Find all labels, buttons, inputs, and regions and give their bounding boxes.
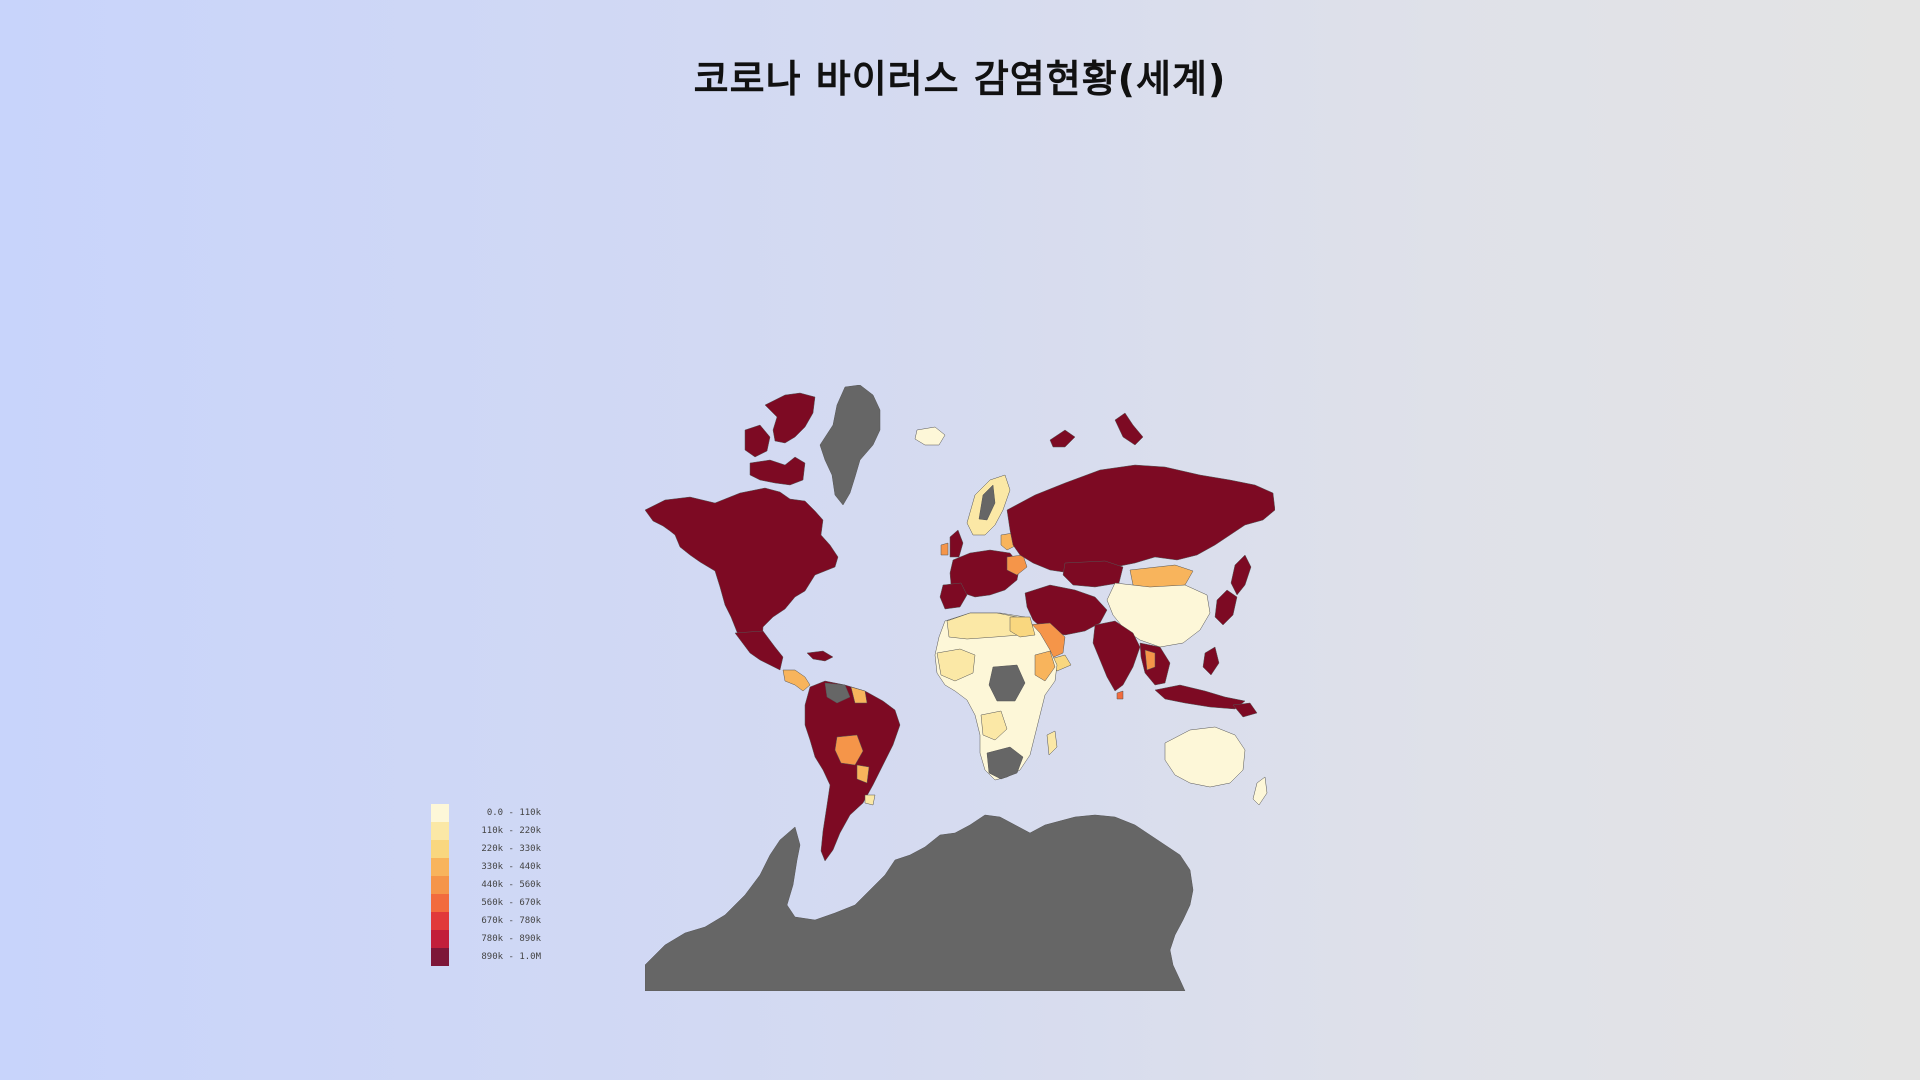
region-russia[interactable]	[1006, 464, 1275, 574]
region-east-africa[interactable]	[1034, 650, 1056, 682]
legend-swatch	[431, 894, 449, 912]
legend-swatch	[431, 840, 449, 858]
legend-item: 890k - 1.0M	[431, 948, 541, 966]
region-southern-africa[interactable]	[986, 746, 1024, 780]
legend-label: 0.0 - 110k	[486, 808, 541, 818]
region-arctic-islands-2[interactable]	[744, 424, 771, 458]
region-korea-japan[interactable]	[1214, 589, 1238, 626]
region-sri-lanka[interactable]	[1116, 690, 1124, 700]
region-north-america[interactable]	[645, 487, 839, 657]
region-central-america[interactable]	[782, 669, 811, 692]
region-guyana[interactable]	[850, 686, 868, 704]
region-papua[interactable]	[1232, 702, 1258, 718]
region-angola[interactable]	[980, 710, 1008, 741]
legend-swatch	[431, 822, 449, 840]
legend-swatch	[431, 804, 449, 822]
region-middle-east[interactable]	[1024, 584, 1108, 636]
region-madagascar[interactable]	[1046, 730, 1058, 756]
legend-label: 560k - 670k	[481, 898, 541, 908]
legend-item: 0.0 - 110k	[431, 804, 541, 822]
legend-item: 330k - 440k	[431, 858, 541, 876]
world-map[interactable]	[645, 385, 1275, 991]
region-paraguay[interactable]	[856, 764, 870, 784]
region-arctic-russia[interactable]	[1114, 412, 1144, 446]
region-south-america[interactable]	[804, 680, 901, 862]
region-bolivia[interactable]	[834, 734, 864, 766]
legend-item: 110k - 220k	[431, 822, 541, 840]
legend-swatch	[431, 948, 449, 966]
region-venezuela[interactable]	[824, 682, 851, 704]
region-china[interactable]	[1106, 582, 1211, 648]
region-arctic-islands[interactable]	[764, 392, 816, 444]
legend-label: 780k - 890k	[481, 934, 541, 944]
region-uk[interactable]	[949, 529, 964, 558]
legend-label: 890k - 1.0M	[481, 952, 541, 962]
region-arctic-islands-3[interactable]	[749, 456, 806, 486]
legend-label: 110k - 220k	[481, 826, 541, 836]
legend-swatch	[431, 930, 449, 948]
region-iberia[interactable]	[939, 582, 968, 610]
region-iceland[interactable]	[914, 426, 946, 446]
region-india[interactable]	[1092, 620, 1141, 692]
legend-item: 440k - 560k	[431, 876, 541, 894]
page-title: 코로나 바이러스 감염현황(세계)	[693, 57, 1227, 101]
region-west-africa[interactable]	[936, 648, 976, 682]
region-indonesia[interactable]	[1154, 684, 1246, 710]
legend-item: 780k - 890k	[431, 930, 541, 948]
legend-label: 670k - 780k	[481, 916, 541, 926]
legend-swatch	[431, 912, 449, 930]
region-antarctica[interactable]	[645, 814, 1194, 991]
region-australia[interactable]	[1164, 726, 1246, 788]
region-greenland[interactable]	[819, 385, 881, 506]
region-kazakhstan[interactable]	[1062, 560, 1124, 588]
legend-item: 670k - 780k	[431, 912, 541, 930]
region-arctic-russia-2[interactable]	[1049, 429, 1076, 448]
region-mexico[interactable]	[734, 630, 784, 671]
legend-swatch	[431, 858, 449, 876]
legend-label: 220k - 330k	[481, 844, 541, 854]
region-egypt[interactable]	[1009, 616, 1036, 638]
region-caribbean[interactable]	[806, 650, 834, 662]
region-ireland[interactable]	[940, 542, 949, 556]
region-uruguay[interactable]	[864, 794, 876, 806]
legend-swatch	[431, 876, 449, 894]
legend-label: 330k - 440k	[481, 862, 541, 872]
legend-item: 560k - 670k	[431, 894, 541, 912]
legend-label: 440k - 560k	[481, 880, 541, 890]
region-norway[interactable]	[978, 484, 996, 521]
legend-item: 220k - 330k	[431, 840, 541, 858]
region-philippines[interactable]	[1202, 646, 1220, 676]
region-central-africa[interactable]	[988, 664, 1026, 702]
region-thailand[interactable]	[1144, 649, 1156, 671]
map-legend: 0.0 - 110k 110k - 220k 220k - 330k 330k …	[431, 804, 541, 966]
region-japan[interactable]	[1230, 554, 1252, 596]
region-new-zealand[interactable]	[1252, 776, 1268, 806]
